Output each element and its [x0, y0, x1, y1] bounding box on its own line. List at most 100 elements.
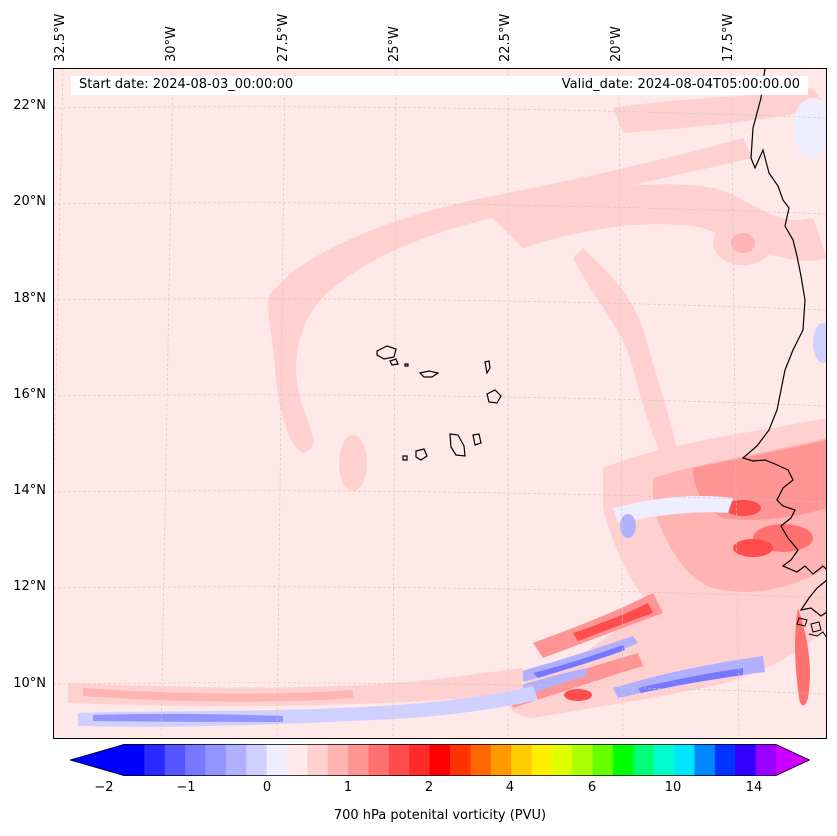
colorbar-swatch	[592, 744, 614, 776]
pv-north-streak	[613, 88, 827, 133]
colorbar-swatch	[653, 744, 675, 776]
lon-label-17-5w: 17.5°W	[721, 13, 736, 62]
pv-east-plume	[795, 608, 810, 706]
colorbar-swatch	[531, 744, 553, 776]
colorbar-over-extend	[776, 744, 810, 776]
pv-blue-ne	[793, 98, 827, 158]
island-brava	[402, 455, 408, 461]
island-santa-luzia	[404, 363, 409, 367]
colorbar-tick: 10	[664, 780, 682, 795]
parallel	[53, 586, 827, 599]
cape-verde-islands	[376, 345, 502, 461]
lon-label-20w: 20°W	[609, 26, 624, 62]
colorbar-swatch	[714, 744, 736, 776]
colorbar-tick: 4	[505, 780, 515, 795]
colorbar-swatch	[327, 744, 349, 776]
colorbar-swatch	[572, 744, 594, 776]
start-date-label: Start date: 2024-08-03_00:00:00	[79, 77, 294, 92]
parallel	[53, 202, 827, 215]
pv-blob-ne-core	[731, 233, 755, 253]
colorbar-tick: 2	[424, 780, 434, 795]
meridian	[618, 68, 624, 739]
parallel	[53, 106, 827, 119]
colorbar-swatch	[124, 744, 145, 776]
lat-label-10n: 10°N	[13, 676, 46, 691]
island-sal	[484, 360, 491, 375]
colorbar-swatch	[755, 744, 777, 776]
colorbar-swatch	[287, 744, 308, 776]
pv-blue-e	[813, 323, 827, 363]
colorbar-swatch	[735, 744, 757, 776]
colorbar-swatch	[551, 744, 573, 776]
colorbar-tick: −2	[94, 780, 114, 795]
lat-label-20n: 20°N	[13, 194, 46, 209]
island-boa-vista	[486, 389, 502, 404]
africa-coastline-south	[799, 579, 827, 617]
colorbar-swatch	[633, 744, 655, 776]
pv-south-red-band-core	[83, 688, 353, 702]
meridian	[276, 68, 286, 739]
colorbar-tick: 0	[262, 780, 272, 795]
colorbar-swatch	[674, 744, 695, 776]
meridian	[160, 68, 174, 739]
colorbar-label: 700 hPa potenital vorticity (PVU)	[333, 808, 547, 823]
colorbar-swatch	[450, 744, 471, 776]
colorbar-swatch	[511, 744, 532, 776]
colorbar-tick: 14	[745, 780, 763, 795]
island-sao-vicente	[389, 358, 399, 366]
colorbar-swatch	[490, 744, 512, 776]
colorbar-swatch	[694, 744, 716, 776]
pv-blue-east-tongue	[613, 496, 733, 523]
graticule	[53, 68, 827, 739]
meridian	[730, 68, 740, 739]
info-bar: Start date: 2024-08-03_00:00:00 Valid_da…	[71, 76, 808, 95]
colorbar-swatch	[470, 744, 492, 776]
pv-streak-blue-1-core	[533, 645, 625, 678]
meridian	[53, 68, 64, 529]
lon-label-30w: 30°W	[164, 26, 179, 62]
colorbar-swatch	[307, 744, 329, 776]
pv-map	[53, 68, 827, 739]
colorbar-tick: −1	[176, 780, 196, 795]
colorbar-swatch	[246, 744, 268, 776]
colorbar-swatch	[368, 744, 390, 776]
colorbar-outline	[70, 744, 810, 776]
lat-label-22n: 22°N	[13, 98, 46, 113]
pv-se-hot-1	[725, 500, 761, 516]
colorbar-swatch	[144, 744, 166, 776]
island-santo-antao	[376, 345, 397, 360]
colorbar-swatch	[613, 744, 634, 776]
map-frame	[53, 68, 827, 739]
parallel	[53, 298, 827, 311]
colorbar-swatch	[409, 744, 431, 776]
island-maio	[472, 433, 482, 446]
lat-label-14n: 14°N	[13, 483, 46, 498]
colorbar-swatch	[205, 744, 227, 776]
parallel	[53, 490, 827, 503]
parallel	[53, 394, 827, 407]
pv-south-blue-core	[93, 713, 283, 722]
colorbar-swatch	[348, 744, 369, 776]
lon-label-25w: 25°W	[387, 26, 402, 62]
pv-streak-red-1-core	[573, 603, 653, 641]
meridian	[392, 68, 397, 739]
colorbar-swatch	[225, 744, 247, 776]
pv-se-hot-3	[733, 539, 773, 557]
africa-coastline	[741, 68, 827, 575]
lat-label-12n: 12°N	[13, 579, 46, 594]
pv-blue-speck-1	[620, 514, 636, 538]
colorbar-swatch	[388, 744, 410, 776]
lat-label-18n: 18°N	[13, 291, 46, 306]
lat-label-16n: 16°N	[13, 387, 46, 402]
colorbar-swatch	[185, 744, 206, 776]
bijagos-islands	[796, 617, 827, 639]
lon-label-32-5w: 32.5°W	[53, 13, 68, 62]
colorbar-under-extend	[70, 744, 124, 776]
island-fogo	[415, 448, 428, 461]
pv-arc-band	[267, 138, 753, 453]
island-sao-nicolau	[418, 370, 440, 378]
colorbar-swatch	[164, 744, 186, 776]
pv-blob-west	[339, 435, 367, 491]
island-santiago	[449, 433, 466, 457]
lon-label-22-5w: 22.5°W	[498, 13, 513, 62]
